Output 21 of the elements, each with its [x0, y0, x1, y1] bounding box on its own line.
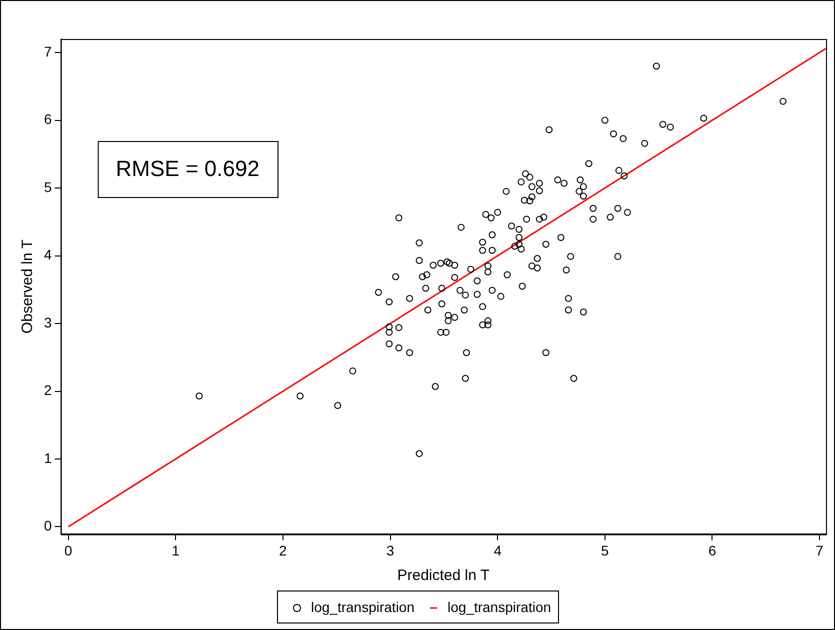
x-tick-label: 5 [601, 542, 610, 558]
y-tick-label: 4 [44, 246, 52, 263]
x-tick-label: 4 [494, 542, 502, 558]
y-tick-label: 1 [44, 450, 52, 466]
x-tick-label: 3 [386, 542, 394, 558]
y-tick-label: 6 [44, 111, 52, 128]
y-tick-label: 0 [44, 518, 52, 534]
x-tick-label: 1 [172, 542, 180, 558]
x-axis-title: Predicted ln T [397, 567, 490, 584]
x-tick-label: 2 [279, 542, 288, 558]
x-tick-label: 6 [708, 542, 716, 558]
x-tick-label: 7 [816, 542, 824, 558]
y-tick-label: 5 [44, 178, 52, 195]
x-tick-label: 0 [64, 542, 72, 558]
annotation: RMSE = 0.692 [116, 156, 260, 182]
y-tick-label: 3 [44, 314, 52, 330]
y-tick-label: 7 [44, 43, 52, 60]
y-tick-label: 2 [44, 382, 52, 398]
legend-label: log_transpiration [448, 598, 552, 615]
legend-label: log_transpiration [310, 598, 415, 615]
y-axis-title: Observed ln T [19, 240, 36, 334]
